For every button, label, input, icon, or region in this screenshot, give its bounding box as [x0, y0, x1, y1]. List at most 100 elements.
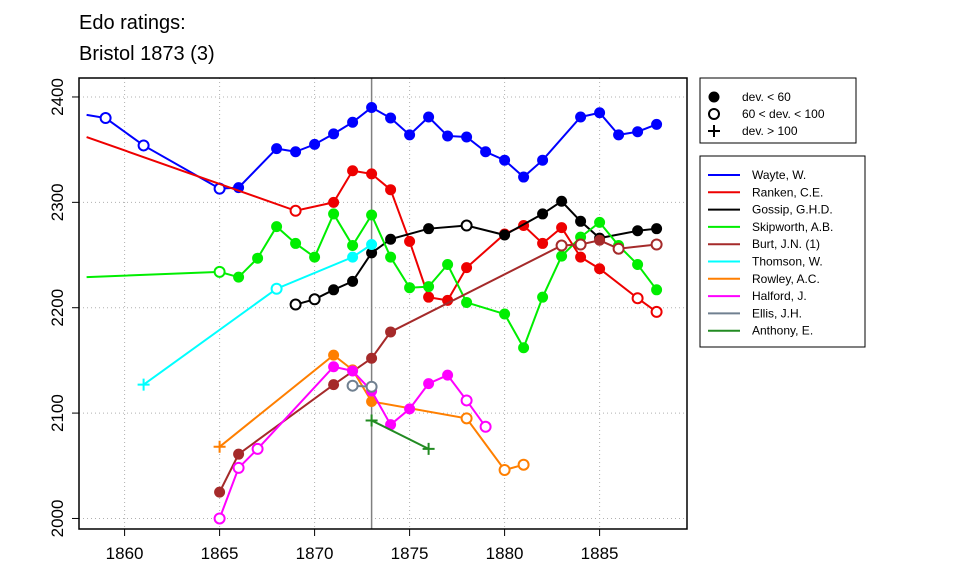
- series-legend-label: Halford, J.: [752, 289, 807, 303]
- data-point: [308, 293, 321, 306]
- data-point: [650, 305, 663, 318]
- data-point: [423, 281, 435, 293]
- data-point: [480, 146, 492, 158]
- series-legend-label: Ellis, J.H.: [752, 306, 802, 320]
- data-point: [423, 291, 435, 303]
- data-point: [328, 361, 340, 373]
- legend-marker-filled: [708, 91, 720, 103]
- chart-title-line-2: Bristol 1873 (3): [79, 43, 215, 65]
- data-point: [252, 252, 264, 264]
- data-point: [270, 282, 283, 295]
- data-point: [517, 458, 530, 471]
- series-line: [371, 419, 430, 450]
- y-tick-label: 2300: [48, 183, 67, 221]
- data-point: [537, 208, 549, 220]
- data-point: [422, 442, 435, 455]
- series-2: [289, 195, 663, 311]
- series-line: [143, 243, 373, 386]
- grid: [79, 78, 687, 529]
- x-tick-label: 1880: [486, 544, 524, 563]
- data-point: [366, 102, 378, 114]
- data-point: [213, 265, 226, 278]
- marker-legend-label: 60 < dev. < 100: [742, 107, 825, 121]
- data-point: [460, 412, 473, 425]
- x-tick-label: 1860: [106, 544, 144, 563]
- series-3: [86, 208, 663, 354]
- data-point: [574, 238, 587, 251]
- data-point: [460, 394, 473, 407]
- data-point: [214, 486, 226, 498]
- data-point: [632, 126, 644, 138]
- data-point: [328, 196, 340, 208]
- series-legend: Wayte, W. Ranken, C.E. Gossip, G.H.D. Skipw…: [699, 155, 866, 348]
- series-1: [86, 136, 663, 318]
- data-point: [328, 349, 340, 361]
- data-point: [213, 440, 226, 453]
- y-tick-label: 2100: [48, 394, 67, 432]
- data-point: [404, 403, 416, 415]
- data-point: [612, 242, 625, 255]
- series-legend-label: Ranken, C.E.: [752, 185, 823, 199]
- x-tick-label: 1875: [391, 544, 429, 563]
- data-point: [613, 129, 625, 141]
- data-point: [556, 250, 568, 262]
- data-point: [385, 184, 397, 196]
- data-point: [290, 146, 302, 158]
- data-point: [347, 116, 359, 128]
- series-legend-label: Wayte, W.: [752, 168, 806, 182]
- data-point: [423, 223, 435, 235]
- series-layer: [86, 102, 663, 525]
- data-point: [499, 308, 511, 320]
- data-point: [213, 512, 226, 525]
- marker-legend-label: dev. > 100: [742, 124, 798, 138]
- data-point: [555, 239, 568, 252]
- data-point: [537, 291, 549, 303]
- data-point: [347, 240, 359, 252]
- marker-legend-label: dev. < 60: [742, 90, 791, 104]
- series-legend-box: [699, 155, 866, 348]
- y-tick-label: 2200: [48, 289, 67, 327]
- data-point: [556, 195, 568, 207]
- data-point: [309, 138, 321, 150]
- data-point: [650, 238, 663, 251]
- data-point: [271, 143, 283, 155]
- marker-legend-box: [699, 77, 857, 144]
- data-point: [423, 378, 435, 390]
- data-point: [537, 237, 549, 249]
- data-point: [461, 262, 473, 274]
- data-point: [518, 342, 530, 354]
- series-8: [346, 379, 378, 393]
- legend-marker-open: [708, 108, 720, 120]
- data-point: [632, 259, 644, 271]
- series-5: [137, 238, 378, 391]
- x-tick-label: 1865: [201, 544, 239, 563]
- data-point: [518, 171, 530, 183]
- data-point: [575, 215, 587, 227]
- data-point: [537, 154, 549, 166]
- data-point: [328, 379, 340, 391]
- data-point: [442, 259, 454, 271]
- data-point: [309, 251, 321, 263]
- data-point: [232, 461, 245, 474]
- series-legend-label: Anthony, E.: [752, 324, 813, 338]
- data-point: [385, 326, 397, 338]
- data-point: [575, 251, 587, 263]
- data-point: [137, 139, 150, 152]
- data-point: [423, 111, 435, 123]
- x-tick-label: 1885: [581, 544, 619, 563]
- data-point: [347, 275, 359, 287]
- series-6: [213, 349, 530, 476]
- data-point: [404, 129, 416, 141]
- data-point: [137, 378, 150, 391]
- data-point: [632, 225, 644, 237]
- series-9: [365, 414, 435, 455]
- data-point: [594, 107, 606, 119]
- data-point: [271, 221, 283, 233]
- data-point: [442, 130, 454, 142]
- data-point: [347, 165, 359, 177]
- data-point: [366, 168, 378, 180]
- axes: 1860 1865 1870 1875 1880 1885 2000 2100 2200 2300…: [48, 78, 619, 563]
- data-point: [479, 420, 492, 433]
- data-point: [385, 233, 397, 245]
